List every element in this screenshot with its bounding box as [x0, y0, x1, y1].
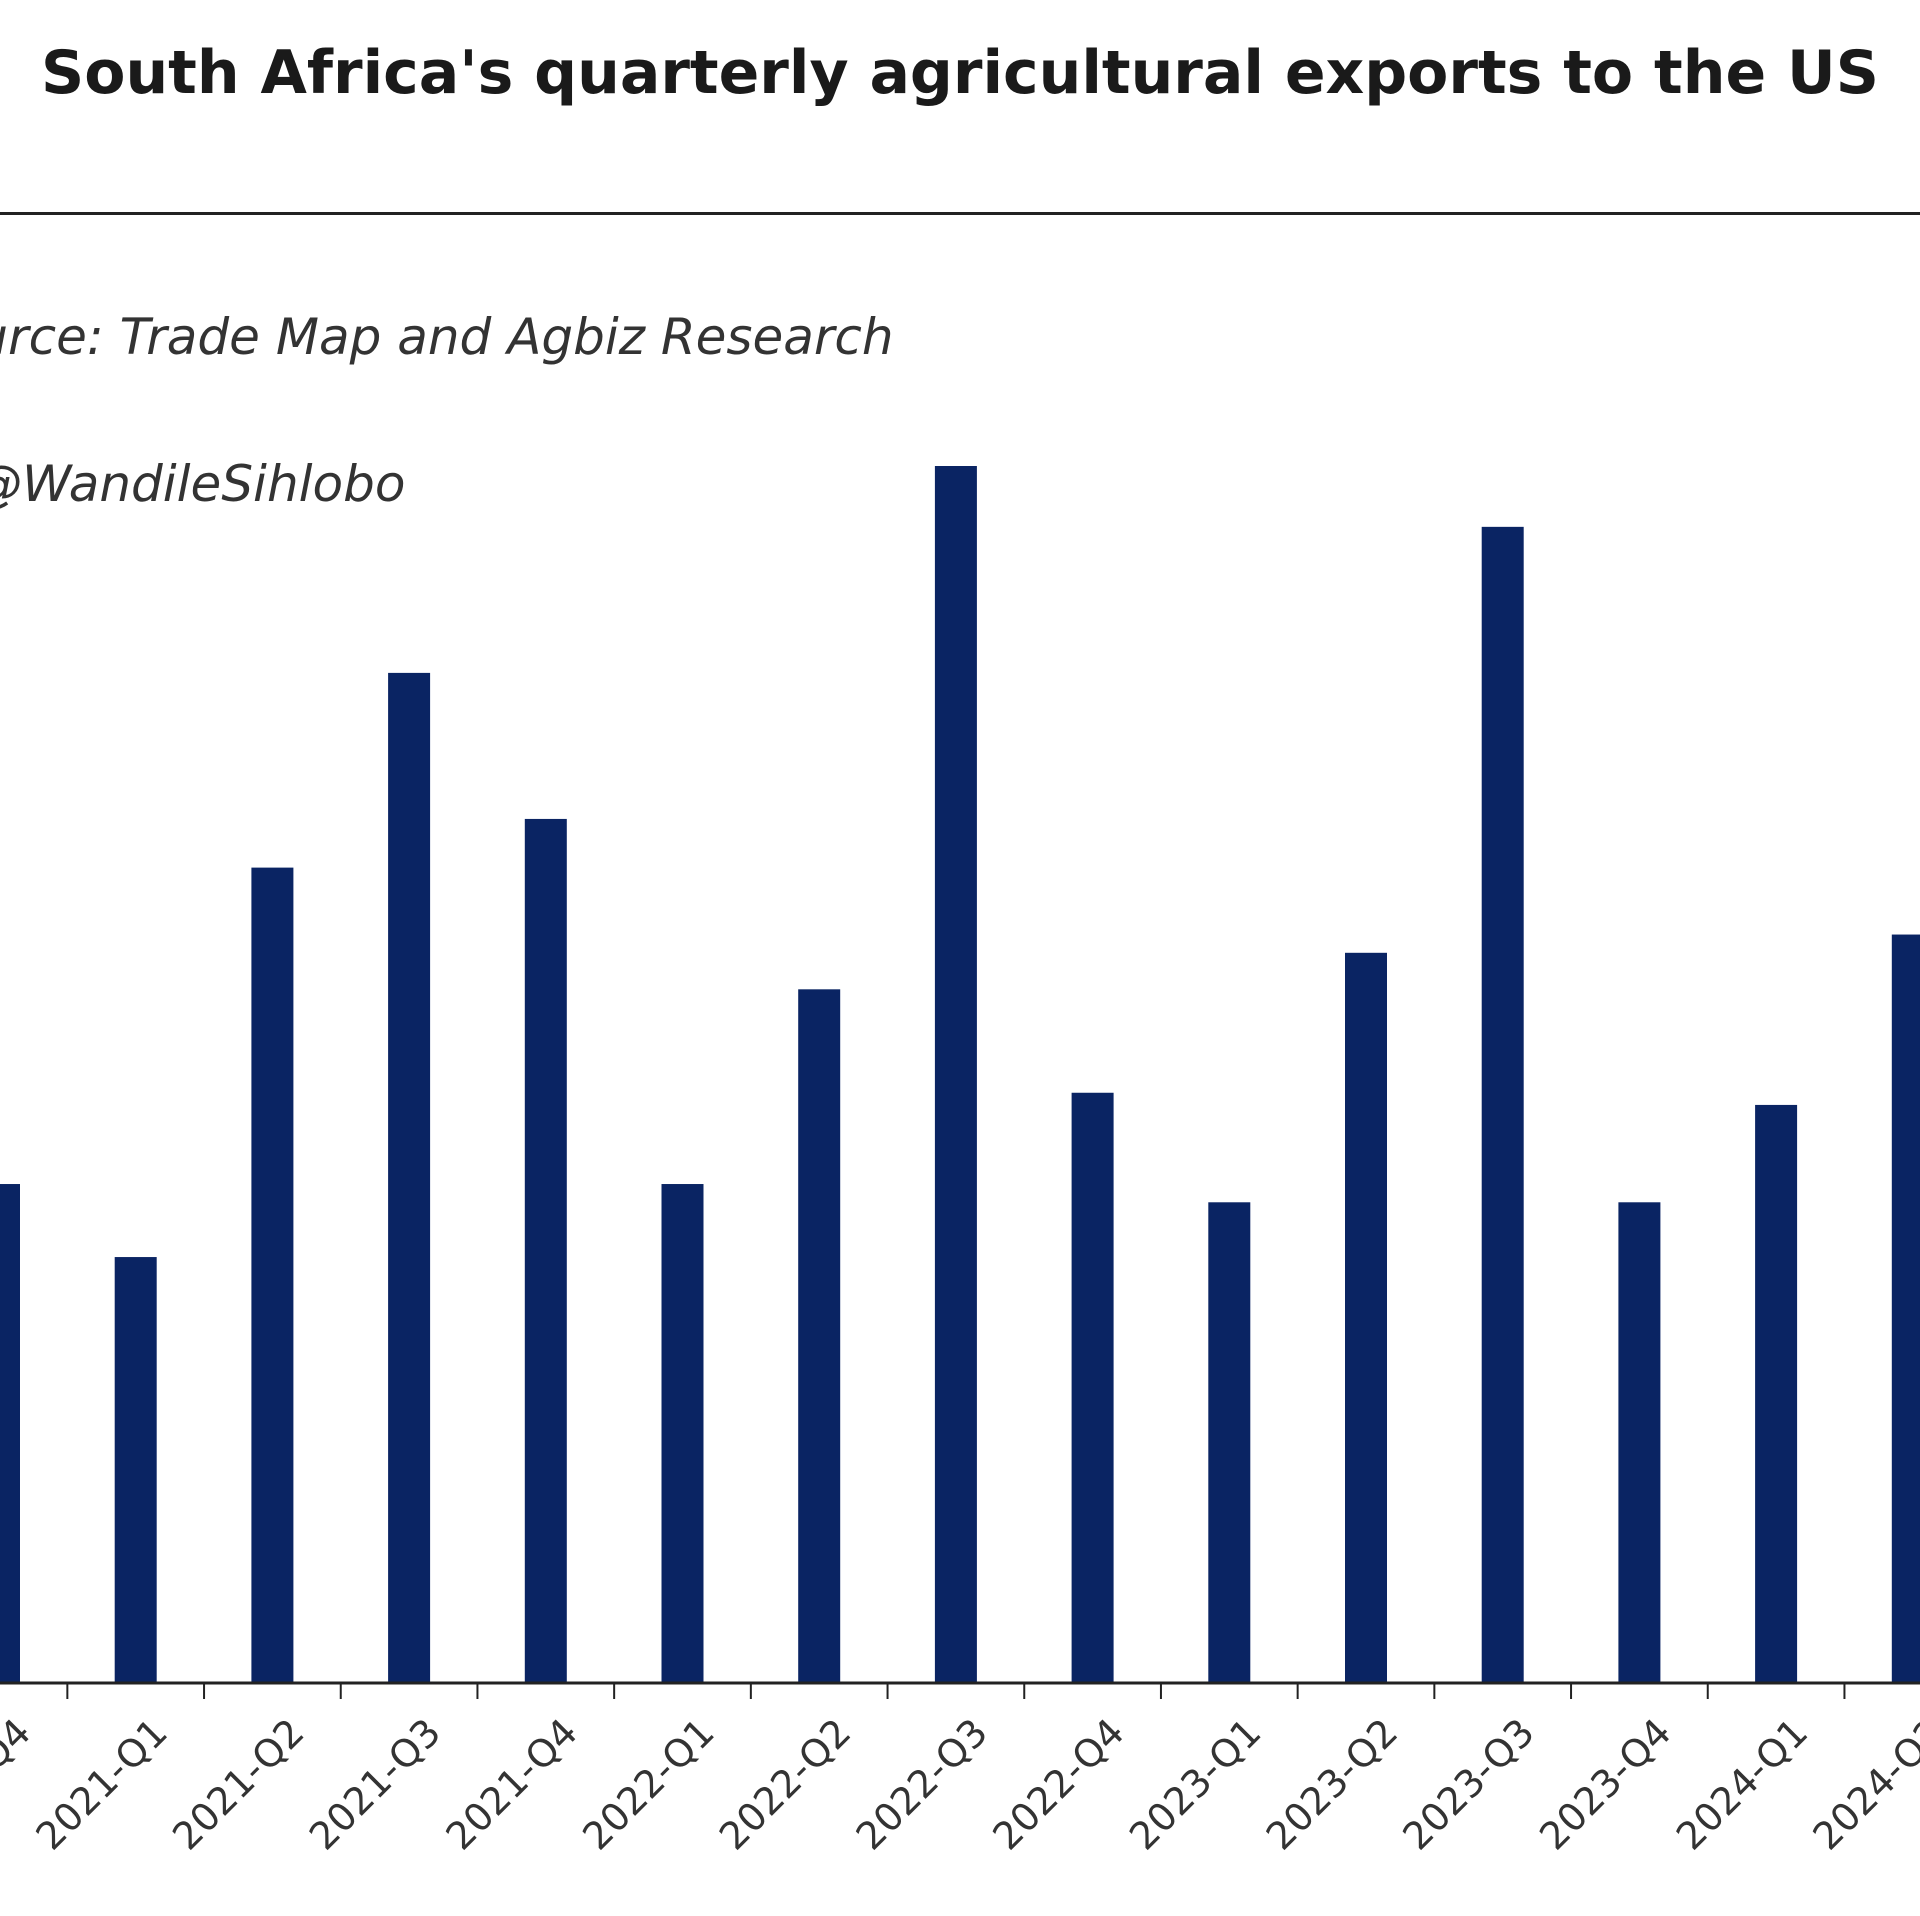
x-tick-label-2023-Q4: 2023-Q4	[1531, 1710, 1679, 1858]
bar-2021-Q2	[251, 867, 294, 1683]
x-tick-label-2023-Q3: 2023-Q3	[1394, 1710, 1542, 1858]
x-tick-label-2022-Q1: 2022-Q1	[574, 1710, 722, 1858]
x-tick-label-2023-Q1: 2023-Q1	[1121, 1710, 1269, 1858]
x-tick-label-2020-Q4: 2020-Q4	[0, 1710, 39, 1858]
author-handle: @WandileSihlobo	[0, 455, 406, 513]
bar-2023-Q2	[1345, 952, 1387, 1683]
x-tick-label-2022-Q4: 2022-Q4	[984, 1710, 1132, 1858]
ticks-layer	[66, 1683, 1846, 1699]
bar-2022-Q4	[1071, 1092, 1114, 1683]
x-tick-label-2021-Q1: 2021-Q1	[27, 1710, 175, 1858]
x-tick-label-2021-Q2: 2021-Q2	[164, 1710, 312, 1858]
x-tick-label-2024-Q1: 2024-Q1	[1668, 1710, 1816, 1858]
x-tick-label-2023-Q2: 2023-Q2	[1258, 1710, 1406, 1858]
x-tick-label-2024-Q2: 2024-Q2	[1805, 1710, 1920, 1858]
x-tick-label-2022-Q3: 2022-Q3	[848, 1710, 996, 1858]
bar-2023-Q1	[1208, 1202, 1251, 1683]
bars-layer	[0, 466, 1920, 1683]
bar-2024-Q1	[1755, 1104, 1798, 1683]
bar-2021-Q4	[524, 818, 567, 1683]
bar-2023-Q3	[1481, 526, 1524, 1683]
source-note: Source: Trade Map and Agbiz Research	[0, 308, 894, 366]
bar-2020-Q4	[0, 1184, 20, 1683]
bar-2022-Q2	[798, 989, 841, 1683]
bar-2024-Q2	[1891, 934, 1920, 1683]
x-tick-label-2021-Q4: 2021-Q4	[438, 1710, 586, 1858]
bar-2021-Q1	[114, 1257, 157, 1683]
bar-2023-Q4	[1618, 1202, 1661, 1683]
chart-title: South Africa's quarterly agricultural ex…	[41, 38, 1879, 108]
bar-2022-Q3	[934, 466, 977, 1683]
x-tick-label-2022-Q2: 2022-Q2	[711, 1710, 859, 1858]
bar-2021-Q3	[388, 672, 431, 1683]
tick-labels-layer: 2020-Q42021-Q12021-Q22021-Q32021-Q42022-…	[0, 1710, 1920, 1858]
title-divider	[0, 212, 1920, 215]
bar-2022-Q1	[661, 1184, 704, 1683]
x-tick-label-2021-Q3: 2021-Q3	[301, 1710, 449, 1858]
